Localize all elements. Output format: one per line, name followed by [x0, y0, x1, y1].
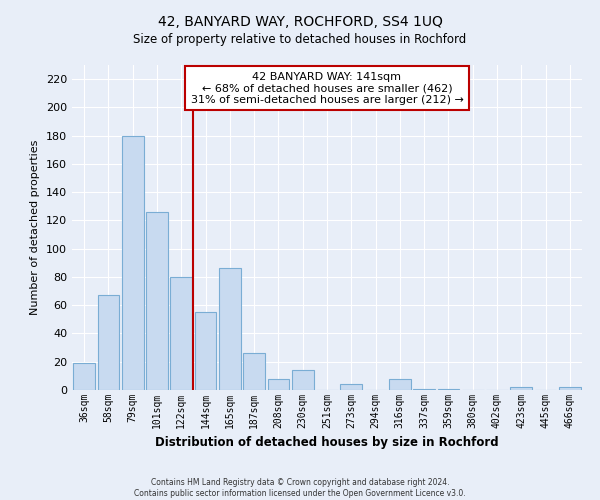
Text: 42 BANYARD WAY: 141sqm
← 68% of detached houses are smaller (462)
31% of semi-de: 42 BANYARD WAY: 141sqm ← 68% of detached… — [191, 72, 463, 104]
Bar — [268, 378, 289, 390]
Text: 42, BANYARD WAY, ROCHFORD, SS4 1UQ: 42, BANYARD WAY, ROCHFORD, SS4 1UQ — [158, 15, 442, 29]
Bar — [194, 312, 217, 390]
Bar — [413, 388, 435, 390]
Text: Contains HM Land Registry data © Crown copyright and database right 2024.
Contai: Contains HM Land Registry data © Crown c… — [134, 478, 466, 498]
Bar — [340, 384, 362, 390]
Bar — [389, 378, 411, 390]
Bar — [437, 388, 460, 390]
Bar — [73, 363, 95, 390]
Bar — [292, 370, 314, 390]
Text: Size of property relative to detached houses in Rochford: Size of property relative to detached ho… — [133, 32, 467, 46]
Bar — [146, 212, 168, 390]
Bar — [243, 354, 265, 390]
Y-axis label: Number of detached properties: Number of detached properties — [31, 140, 40, 315]
Bar — [219, 268, 241, 390]
Bar — [122, 136, 143, 390]
X-axis label: Distribution of detached houses by size in Rochford: Distribution of detached houses by size … — [155, 436, 499, 450]
Bar — [170, 277, 192, 390]
Bar — [511, 387, 532, 390]
Bar — [559, 387, 581, 390]
Bar — [97, 296, 119, 390]
